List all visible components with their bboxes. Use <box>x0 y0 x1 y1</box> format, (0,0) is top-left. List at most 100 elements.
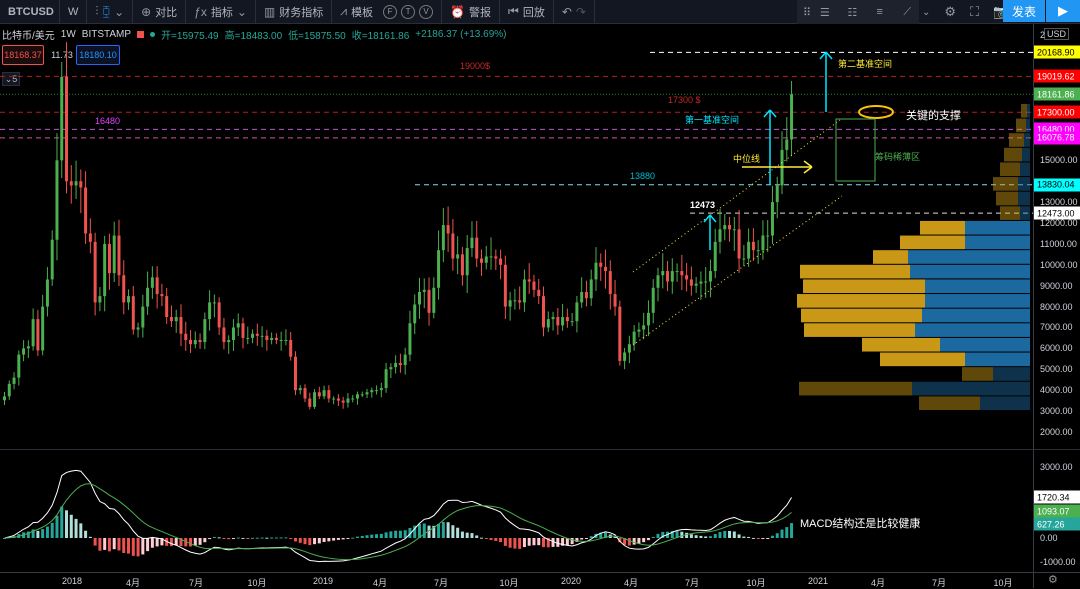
chart-type-button[interactable]: ⫶ ⧮ ⌄ <box>87 0 134 24</box>
candle-body <box>394 362 398 368</box>
candle-body <box>775 185 779 203</box>
macd-histogram-bar <box>417 523 421 538</box>
macd-histogram-bar <box>489 538 493 540</box>
price-tick-label: 11000.00 <box>1040 238 1077 249</box>
macd-histogram-bar <box>308 538 312 546</box>
templates-button[interactable]: ⩘ 模板 F T V <box>332 0 443 24</box>
drag-handle-icon[interactable]: ⠿ <box>803 6 812 19</box>
candle-body <box>251 333 255 338</box>
buy-button[interactable]: 18180.10 <box>76 45 120 65</box>
volume-profile-up-bar <box>1000 162 1020 177</box>
lines-icon[interactable]: ≡ <box>876 6 883 18</box>
macd-histogram-bar <box>742 536 746 538</box>
candle-body <box>718 229 722 242</box>
macd-histogram-bar <box>766 538 770 539</box>
channel-lower-line <box>632 195 843 346</box>
price-tick-label: 13000.00 <box>1040 197 1078 208</box>
volume-profile-down-bar <box>1018 191 1030 206</box>
macd-histogram-bar <box>747 536 751 538</box>
candle-body <box>742 258 746 260</box>
macd-histogram-bar <box>661 531 665 538</box>
macd-histogram-bar <box>599 532 603 538</box>
candle-body <box>289 340 293 357</box>
indicators-button[interactable]: ƒx 指标 ⌄ <box>186 0 256 24</box>
macd-histogram-bar <box>527 538 531 546</box>
price-tick-label: 10000.00 <box>1040 259 1078 270</box>
candle-body <box>480 258 483 263</box>
price-axis[interactable] <box>1033 24 1034 588</box>
candle-body <box>117 235 121 276</box>
chevron-down-icon: ⌄ <box>236 4 247 19</box>
financials-v-button[interactable]: V <box>419 4 434 19</box>
settings-gear-icon[interactable]: ⚙ <box>1048 574 1058 586</box>
candle-body <box>565 317 569 322</box>
financials-f-button[interactable]: F <box>383 4 398 19</box>
sell-button[interactable]: 18168.37 <box>2 45 44 65</box>
fullscreen-icon[interactable]: ⛶ <box>970 4 980 19</box>
candle-body <box>475 237 479 259</box>
publish-button[interactable]: 发表 <box>1003 0 1045 22</box>
currency-label[interactable]: USD <box>1044 28 1070 40</box>
volume-profile-down-bar <box>1027 103 1030 118</box>
financials-button[interactable]: ▥ 财务指标 <box>256 0 333 24</box>
collapse-indicators-button[interactable]: ⌄ 5 <box>2 72 20 86</box>
time-axis[interactable] <box>0 572 1080 573</box>
alert-button[interactable]: ⏰ 警报 <box>442 0 501 24</box>
volume-profile-down-bar <box>940 337 1030 352</box>
candle-body <box>427 289 431 313</box>
pattern-icon[interactable]: ⟋ <box>903 5 912 18</box>
play-icon[interactable]: ▶ <box>1046 0 1080 22</box>
macd-histogram-bar <box>341 538 345 540</box>
candle-body <box>26 346 30 349</box>
flag-icon[interactable] <box>137 31 145 38</box>
replay-button[interactable]: ⏮ 回放 <box>500 0 554 24</box>
price-tick-label: 15000.00 <box>1040 155 1078 166</box>
undo-icon[interactable]: ↶ <box>561 4 572 19</box>
price-tag: 19019.62 <box>1034 69 1080 83</box>
financials-t-button[interactable]: T <box>401 4 416 19</box>
candle-body <box>246 337 250 339</box>
drawing-float-toolbar: ⠿ ☰ ☷ ≡ ⟋ <box>797 0 919 24</box>
macd-histogram-bar <box>713 534 717 538</box>
candle-body <box>255 333 259 336</box>
compare-button[interactable]: ⊕ 对比 <box>133 0 187 24</box>
macd-histogram-bar <box>379 533 383 538</box>
gear-icon[interactable]: ⚙ <box>944 4 957 19</box>
macd-histogram-bar <box>508 538 512 548</box>
candle-body <box>69 181 73 186</box>
macd-histogram-bar <box>632 538 636 545</box>
symbol-search[interactable]: BTCUSD <box>0 0 60 24</box>
indicators-label: 指标 <box>210 6 233 19</box>
fib-icon[interactable]: ☷ <box>847 6 858 19</box>
candle-body <box>74 181 78 186</box>
parallel-channel-icon[interactable]: ☰ <box>819 6 830 19</box>
candle-body <box>79 181 83 188</box>
candle-body <box>651 287 655 313</box>
macd-histogram-bar <box>160 538 164 546</box>
time-tick-label: 2019 <box>312 576 334 586</box>
candle-body <box>670 271 674 282</box>
interval-button[interactable]: W <box>60 0 88 24</box>
macd-histogram-bar <box>298 538 302 543</box>
price-chart[interactable] <box>0 0 1033 572</box>
price-tick-label: 4000.00 <box>1040 385 1073 396</box>
candle-body <box>437 250 441 288</box>
macd-histogram-bar <box>184 538 188 547</box>
macd-histogram-bar <box>136 538 140 557</box>
macd-histogram-bar <box>227 538 231 540</box>
volume-profile-up-bar <box>1000 206 1020 220</box>
candle-body <box>518 300 522 303</box>
macd-histogram-bar <box>460 531 464 538</box>
volume-profile-up-bar <box>804 323 915 337</box>
arrow-up-first-head <box>709 214 717 223</box>
macd-histogram-bar <box>355 536 359 538</box>
macd-histogram-bar <box>775 533 779 538</box>
chevron-down-icon[interactable]: ⌄ <box>922 6 931 18</box>
spread-value: 11.73 <box>51 50 73 60</box>
price-tag: 12473.00 <box>1034 206 1080 220</box>
pane-separator[interactable] <box>0 449 1080 450</box>
macd-histogram-bar <box>432 525 436 538</box>
macd-histogram-bar <box>346 538 350 539</box>
bar-chart-icon: ⫶ <box>95 4 99 18</box>
redo-icon[interactable]: ↷ <box>575 4 586 19</box>
